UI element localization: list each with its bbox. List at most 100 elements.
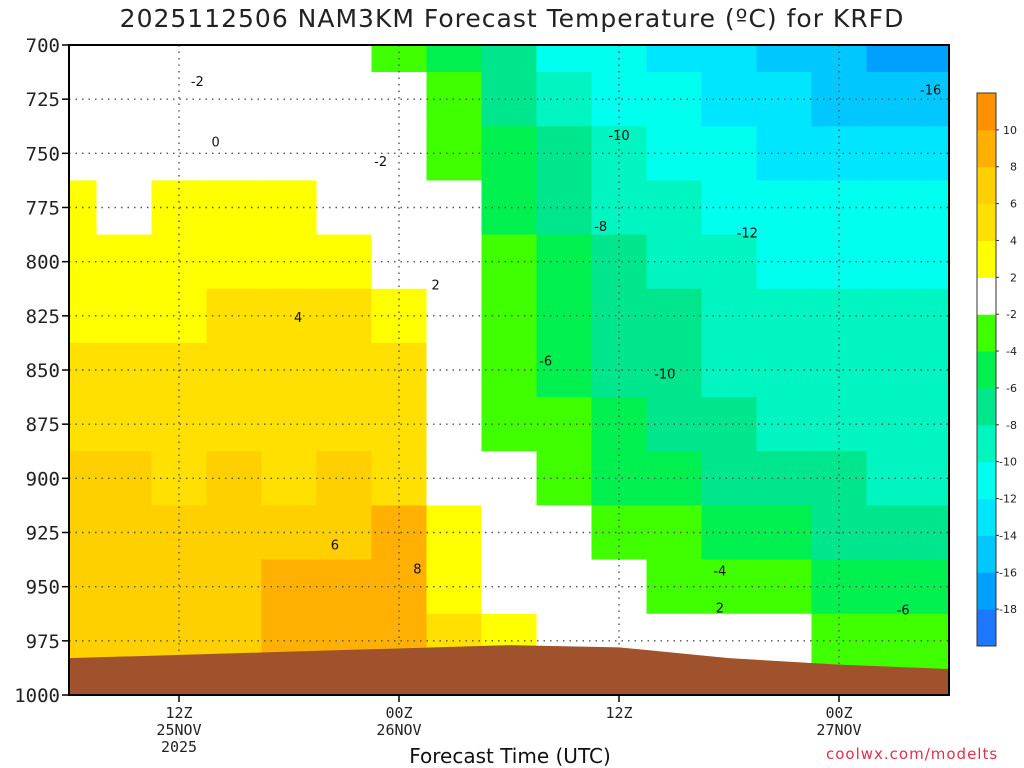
temperature-cell	[811, 234, 868, 290]
temperature-cell	[811, 126, 868, 182]
temperature-cell	[481, 234, 538, 290]
temperature-cell	[261, 451, 318, 507]
temperature-cell	[866, 45, 923, 73]
y-tick-label: 800	[26, 252, 60, 274]
colorbar-label: 10	[1003, 124, 1017, 137]
temperature-cell	[371, 397, 428, 452]
temperature-cell	[96, 342, 153, 398]
temperature-cell	[426, 397, 483, 452]
temperature-cell	[921, 397, 949, 452]
colorbar-swatch	[977, 498, 996, 536]
credit-link[interactable]: coolwx.com/modelts	[826, 745, 999, 763]
y-tick: 800	[26, 252, 69, 274]
temperature-cell	[701, 180, 758, 236]
temperature-cell	[261, 72, 318, 127]
temperature-cell	[261, 505, 318, 561]
temperature-cell	[206, 559, 263, 615]
x-tick-label: 27NOV	[816, 721, 861, 739]
temperature-cell	[261, 234, 318, 290]
temperature-cell	[481, 288, 538, 344]
colorbar-swatch	[977, 461, 996, 500]
x-tick: 12Z	[605, 695, 633, 722]
temperature-cell	[316, 180, 373, 236]
temperature-cell	[426, 451, 483, 507]
temperature-cell	[921, 180, 949, 236]
temperature-cell	[316, 72, 373, 127]
colorbar-label: -12	[999, 493, 1017, 506]
y-tick-label: 825	[26, 306, 60, 328]
contour-label: -12	[737, 227, 758, 242]
y-tick: 750	[26, 143, 69, 165]
contour-label: 2	[432, 279, 440, 294]
colorbar-swatch	[977, 203, 996, 241]
temperature-cell	[591, 559, 648, 615]
colorbar-label: 6	[1010, 198, 1017, 211]
y-tick: 1000	[14, 685, 69, 707]
y-axis: 700 725 750 775 800 825 850 875 900 925 950 975 1000	[14, 35, 69, 707]
x-tick-label: 25NOV	[156, 721, 201, 739]
temperature-cell	[96, 72, 153, 127]
temperature-cell	[591, 234, 648, 290]
temperature-cell	[481, 559, 538, 615]
temperature-cell	[426, 559, 483, 615]
temperature-cell	[261, 126, 318, 182]
temperature-cell	[536, 45, 593, 73]
colorbar-label: -18	[999, 603, 1017, 616]
contour-label: -8	[594, 220, 607, 235]
contour-label: -2	[374, 155, 387, 170]
colorbar-label: 4	[1010, 234, 1017, 247]
colorbar-label: -4	[1006, 345, 1017, 358]
x-tick-label: 12Z	[165, 704, 192, 722]
temperature-cell	[206, 126, 263, 182]
y-tick-label: 950	[26, 577, 60, 599]
temperature-cell	[921, 288, 949, 344]
colorbar-frame	[976, 92, 997, 647]
contour-label: -2	[191, 75, 204, 90]
y-tick-label: 900	[26, 468, 60, 490]
temperature-cell	[151, 397, 208, 452]
temperature-cell	[261, 397, 318, 452]
temperature-cell	[426, 126, 483, 182]
temperature-cell	[96, 180, 153, 236]
grid-lines	[69, 45, 949, 695]
temperature-cell	[371, 126, 428, 182]
colorbar-label: 2	[1010, 271, 1017, 284]
temperature-cell	[316, 45, 373, 73]
y-tick: 775	[26, 198, 69, 220]
temperature-cell	[316, 126, 373, 182]
temperature-cell	[206, 451, 263, 507]
colorbar-swatch	[977, 387, 996, 426]
temperature-cell	[811, 559, 868, 615]
temperature-cell	[701, 505, 758, 561]
temperature-cell	[206, 72, 263, 127]
temperature-cell	[591, 397, 648, 452]
temperature-cell	[591, 126, 648, 182]
temperature-cell	[96, 397, 153, 452]
x-tick-label: 26NOV	[376, 721, 421, 739]
contour-label: 6	[331, 539, 339, 554]
x-tick-label: 00Z	[825, 704, 852, 722]
temperature-cell	[261, 559, 318, 615]
temperature-cell	[866, 288, 923, 344]
temperature-cell	[261, 342, 318, 398]
contour-label: -6	[897, 604, 910, 619]
contour-label: -6	[539, 354, 552, 369]
temperature-cell	[316, 288, 373, 344]
temperature-cell	[151, 559, 208, 615]
y-tick-label: 925	[26, 523, 60, 545]
temperature-cell	[69, 45, 98, 73]
temperature-cell	[701, 288, 758, 344]
x-tick-label: 00Z	[385, 704, 412, 722]
y-tick-label: 725	[26, 89, 60, 111]
temperature-cell	[206, 342, 263, 398]
colorbar-swatch	[977, 93, 996, 131]
contour-label: -16	[920, 84, 941, 99]
colorbar-label: -16	[999, 566, 1017, 579]
y-tick-label: 850	[26, 360, 60, 382]
temperature-cell	[811, 451, 868, 507]
temperature-cell	[921, 342, 949, 398]
temperature-cell	[811, 397, 868, 452]
x-axis: 12Z25NOV202500Z26NOV12Z00Z27NOV12Z	[156, 695, 862, 756]
temperature-cell	[701, 397, 758, 452]
